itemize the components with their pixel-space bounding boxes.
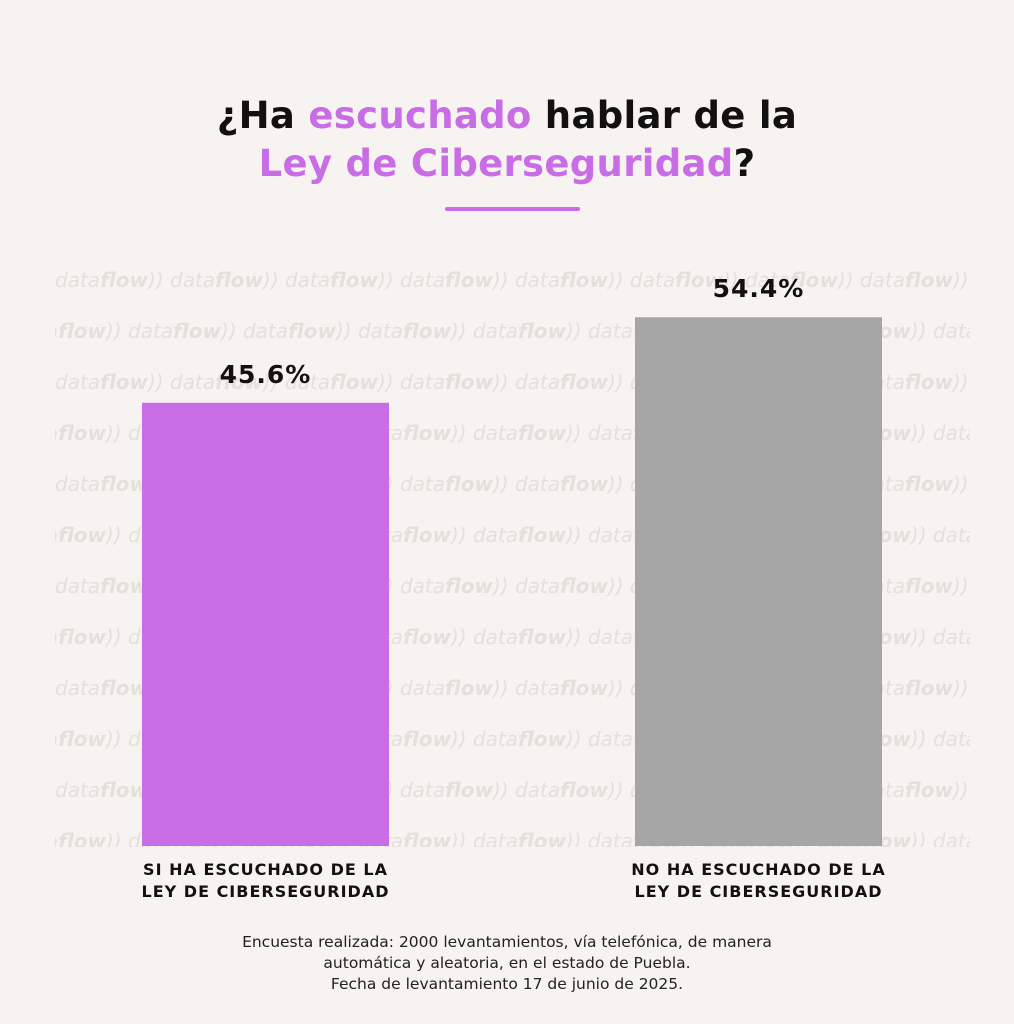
title-text: ¿Ha: [216, 94, 309, 137]
category-label-si: SI HA ESCUCHADO DE LA LEY DE CIBERSEGURI…: [116, 859, 416, 903]
category-label-line: NO HA ESCUCHADO DE LA: [631, 860, 886, 879]
page-title: ¿Ha escuchado hablar de la Ley de Cibers…: [0, 92, 1014, 188]
footnote-line: Encuesta realizada: 2000 levantamientos,…: [242, 933, 772, 951]
title-line-2: Ley de Ciberseguridad?: [0, 140, 1014, 188]
category-label-line: SI HA ESCUCHADO DE LA: [143, 860, 388, 879]
footnote-line: automática y aleatoria, en el estado de …: [323, 954, 691, 972]
category-label-no: NO HA ESCUCHADO DE LA LEY DE CIBERSEGURI…: [609, 859, 909, 903]
survey-footnote: Encuesta realizada: 2000 levantamientos,…: [0, 932, 1014, 995]
title-line-1: ¿Ha escuchado hablar de la: [0, 92, 1014, 140]
title-highlight: Ley de Ciberseguridad: [258, 142, 734, 185]
category-label-line: LEY DE CIBERSEGURIDAD: [141, 882, 390, 901]
footnote-line: Fecha de levantamiento 17 de junio de 20…: [330, 975, 684, 993]
category-label-line: LEY DE CIBERSEGURIDAD: [634, 882, 883, 901]
title-text: ?: [733, 142, 756, 185]
value-label: 45.6%: [220, 360, 312, 389]
bar-si: [142, 402, 389, 846]
title-underline: [445, 207, 580, 211]
value-label: 54.4%: [713, 274, 805, 303]
title-highlight: escuchado: [308, 94, 532, 137]
title-text: hablar de la: [531, 94, 798, 137]
bar-no: [635, 317, 882, 846]
